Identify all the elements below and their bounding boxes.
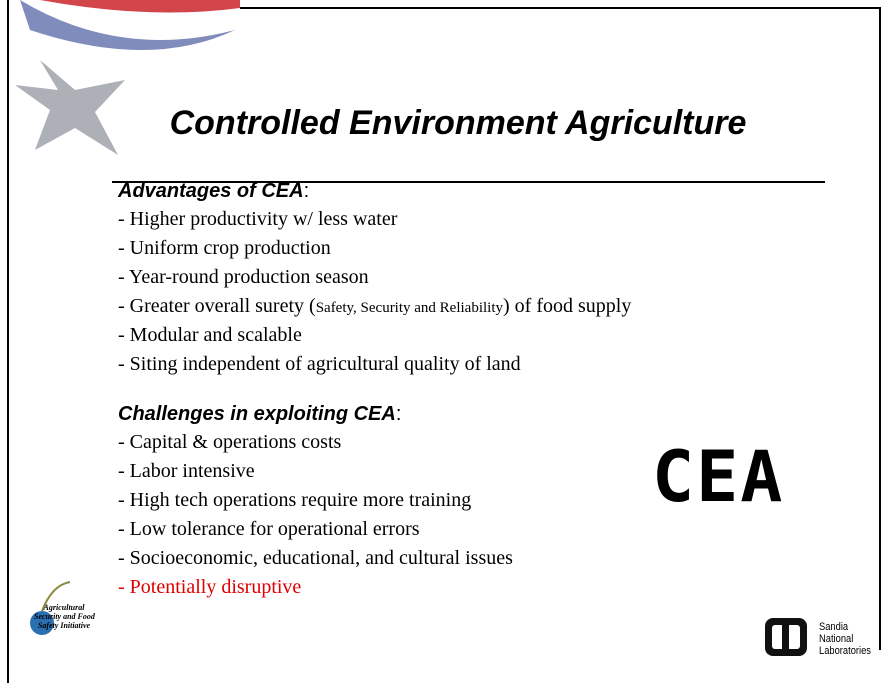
heading-text: Challenges in exploiting CEA: [118, 403, 396, 425]
bullet-item: - Greater overall surety (Safety, Securi…: [118, 295, 631, 318]
logo-text: Security and Food: [34, 612, 94, 621]
bullet-item: - Higher productivity w/ less water: [118, 208, 397, 231]
bullet-item: - High tech operations require more trai…: [118, 489, 471, 512]
slide: Controlled Environment Agriculture Advan…: [0, 0, 886, 683]
bullet-item: - Uniform crop production: [118, 237, 331, 260]
logo-text: Agricultural: [34, 603, 94, 612]
bullet-item: - Low tolerance for operational errors: [118, 518, 420, 541]
bullet-item: - Siting independent of agricultural qua…: [118, 353, 521, 376]
bullet-item: - Modular and scalable: [118, 324, 302, 347]
slide-title: Controlled Environment Agriculture: [0, 104, 886, 143]
item-text: - Greater overall surety (: [118, 295, 316, 317]
bullet-item: - Capital & operations costs: [118, 431, 341, 454]
logo-text: Laboratories: [819, 645, 871, 657]
heading-suffix: :: [396, 403, 402, 425]
item-text: ) of food supply: [503, 295, 631, 317]
item-note: Safety, Security and Reliability: [316, 300, 503, 316]
heading-text: Advantages of CEA: [118, 180, 304, 202]
logo-text: Safety Initiative: [34, 621, 94, 630]
heading-suffix: :: [304, 180, 310, 202]
bullet-item: - Socioeconomic, educational, and cultur…: [118, 547, 513, 570]
logo-text: National: [819, 633, 853, 645]
bullet-item: - Labor intensive: [118, 460, 255, 483]
logo-text: Sandia: [819, 621, 848, 633]
section-heading: Challenges in exploiting CEA:: [118, 403, 401, 426]
badge: CEA: [652, 436, 784, 518]
bullet-item: - Potentially disruptive: [118, 576, 301, 599]
section-heading: Advantages of CEA:: [118, 180, 309, 203]
bullet-item: - Year-round production season: [118, 266, 369, 289]
